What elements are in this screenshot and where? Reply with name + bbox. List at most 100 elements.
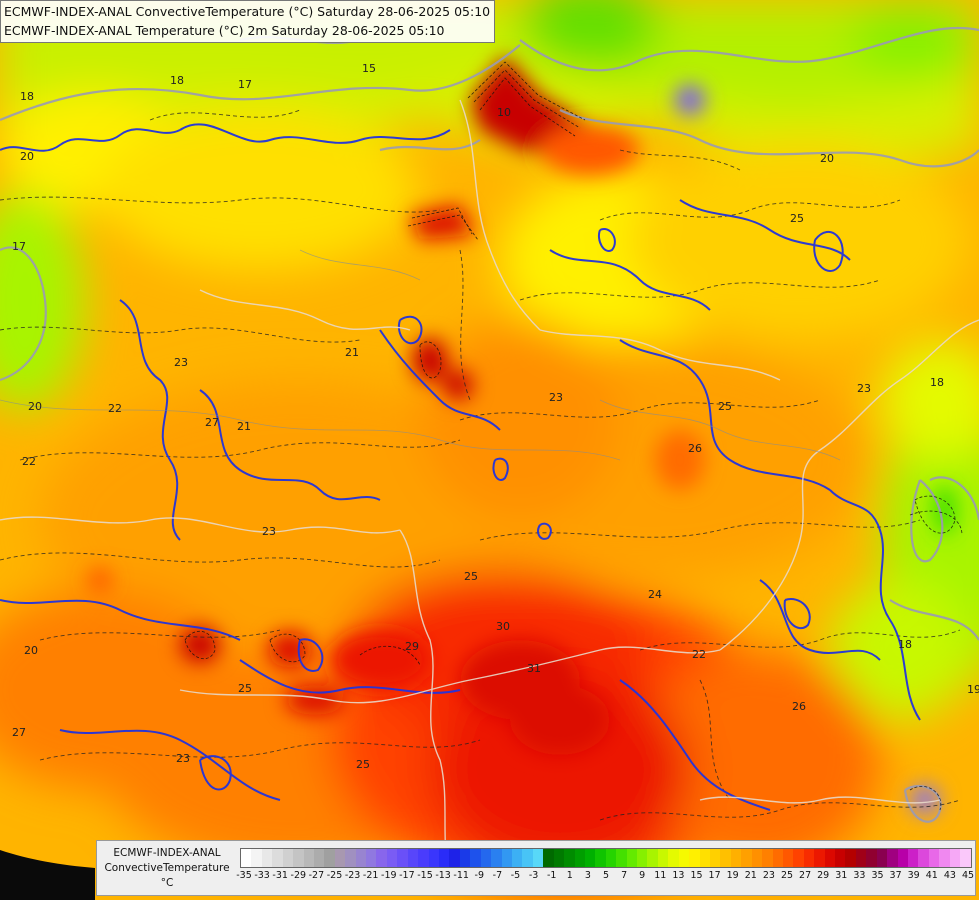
gradient-lines	[184, 61, 963, 811]
contour-label: 18	[898, 638, 912, 651]
legend-color-scale	[240, 848, 972, 868]
legend-tick: 39	[907, 870, 920, 881]
contour-label: 18	[930, 376, 944, 389]
contour-label: 21	[345, 346, 359, 359]
contour-label: 15	[362, 62, 376, 75]
legend-tick: 33	[853, 870, 866, 881]
legend-swatch	[397, 849, 408, 867]
header-temperature-title: ECMWF-INDEX-ANAL Temperature (°C) 2m Sat…	[4, 23, 445, 38]
legend-swatch	[355, 849, 367, 867]
legend-tick: -19	[381, 870, 397, 881]
legend-swatch	[293, 849, 304, 867]
legend-tick-labels: -35 -33 -31 -29 -27 -25 -23 -21 -19 -17 -15 -13 -11-…	[236, 870, 975, 884]
legend-swatch	[762, 849, 773, 867]
legend-tick: 9	[639, 870, 646, 881]
legend-swatch	[960, 849, 971, 867]
legend-swatch	[709, 849, 721, 867]
legend-tick: 11	[654, 870, 667, 881]
legend-swatch	[855, 849, 867, 867]
legend-tick: 1	[566, 870, 573, 881]
legend-tick: 5	[602, 870, 610, 881]
legend-swatch	[261, 849, 273, 867]
legend-swatch	[772, 849, 783, 867]
legend-swatch	[376, 849, 387, 867]
hot-spots	[88, 55, 957, 815]
legend-model: ECMWF-INDEX-ANAL	[113, 847, 221, 859]
legend-tick: 27	[799, 870, 812, 881]
contour-label: 20	[28, 400, 42, 413]
legend-swatch	[616, 849, 627, 867]
rivers	[0, 249, 841, 461]
legend-swatch	[845, 849, 856, 867]
legend-tick: 7	[621, 870, 628, 881]
contour-label: 10	[497, 106, 511, 119]
legend-swatch	[418, 849, 429, 867]
contour-labels: 18 18 17 15 20 21 23 22 20 22 23 21 23 25 25 26 24 22 29 27…	[12, 62, 979, 771]
country-borders	[0, 99, 979, 881]
convective-blue-isolines	[0, 123, 921, 811]
legend-swatch	[803, 849, 815, 867]
legend-swatch	[501, 849, 512, 867]
legend-tick: -3	[528, 870, 539, 881]
contour-label: 20	[820, 152, 834, 165]
contour-label: 22	[22, 455, 36, 468]
contour-label: 17	[238, 78, 252, 91]
legend-tick: -11	[453, 870, 469, 881]
legend-swatch	[251, 849, 262, 867]
legend-tick: -31	[272, 870, 288, 881]
legend-swatch	[637, 849, 648, 867]
legend-tick: 45	[961, 870, 975, 881]
contour-label: 25	[464, 570, 478, 583]
legend-swatch	[334, 849, 346, 867]
legend-swatch	[459, 849, 471, 867]
contour-label: 23	[176, 752, 190, 765]
legend-tick: 43	[943, 870, 956, 881]
contour-label: 20	[24, 644, 38, 657]
legend-swatch	[584, 849, 596, 867]
contour-label: 18	[20, 90, 34, 103]
contour-label: 19	[967, 683, 979, 696]
legend-swatch	[595, 849, 606, 867]
map-edge	[0, 850, 95, 900]
legend-tick: -17	[399, 870, 415, 881]
legend-tick: -27	[308, 870, 325, 881]
legend-tick: 13	[672, 870, 685, 881]
legend-swatch	[866, 849, 877, 867]
legend-swatch	[407, 849, 419, 867]
legend-swatch	[876, 849, 888, 867]
legend-swatch	[366, 849, 377, 867]
legend-tick: -35	[236, 870, 252, 881]
legend-swatch	[647, 849, 658, 867]
map-header: ECMWF-INDEX-ANAL ConvectiveTemperature (…	[0, 0, 496, 43]
legend-swatch	[741, 849, 752, 867]
legend-swatch	[553, 849, 565, 867]
legend-swatch	[428, 849, 440, 867]
legend-swatch	[824, 849, 836, 867]
legend-tick: 21	[744, 870, 757, 881]
legend-swatch	[241, 849, 252, 867]
legend-tick: 41	[925, 870, 938, 881]
legend-tick: 19	[726, 870, 739, 881]
legend-swatch	[689, 849, 700, 867]
legend-swatch	[678, 849, 690, 867]
convective-isolines	[0, 109, 961, 821]
legend-swatch	[835, 849, 846, 867]
legend-tick: -5	[510, 870, 521, 881]
contour-label: 22	[692, 648, 706, 661]
legend-tick: 31	[835, 870, 848, 881]
legend-tick: 37	[889, 870, 902, 881]
legend-tick: -21	[362, 870, 379, 881]
legend-swatch	[699, 849, 710, 867]
legend-swatch	[626, 849, 638, 867]
legend-swatch	[272, 849, 283, 867]
legend-swatch	[345, 849, 356, 867]
legend-swatch	[918, 849, 929, 867]
legend-tick: 29	[817, 870, 830, 881]
contour-label: 21	[237, 420, 251, 433]
contour-label: 26	[688, 442, 702, 455]
legend-swatch	[564, 849, 575, 867]
contour-label: 23	[174, 356, 188, 369]
contour-label: 29	[405, 640, 419, 653]
legend-tick: 35	[871, 870, 884, 881]
